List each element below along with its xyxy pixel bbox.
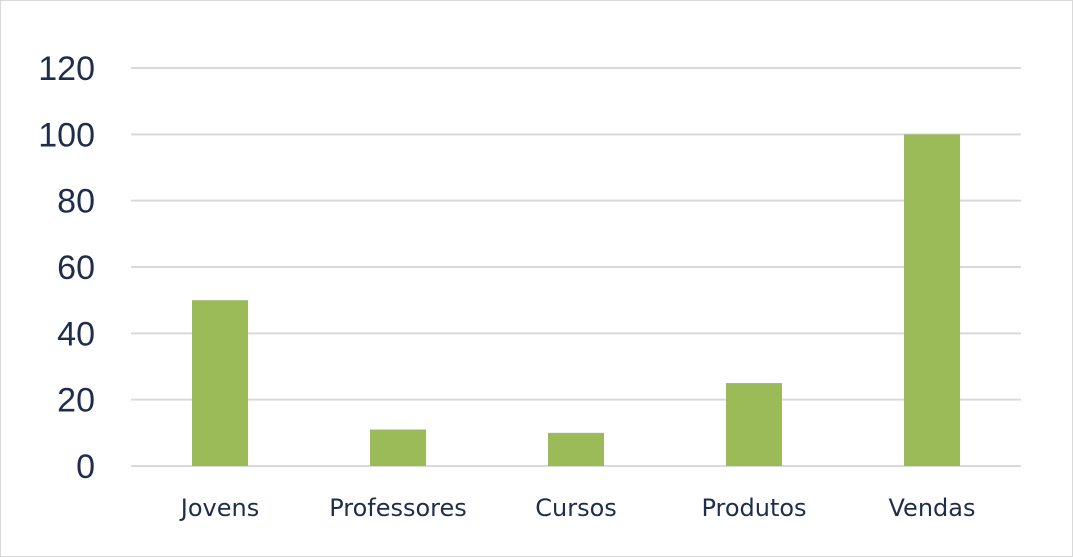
y-tick-label: 60 — [57, 249, 95, 287]
bars — [192, 134, 960, 467]
bar-cursos — [548, 432, 604, 466]
x-tick-label: Produtos — [701, 494, 806, 522]
y-tick-label: 120 — [38, 50, 95, 88]
bar-professores — [370, 429, 426, 466]
grid-lines — [131, 67, 1021, 467]
bar-jovens — [192, 300, 248, 466]
bar-vendas — [904, 134, 960, 467]
y-tick-label: 80 — [57, 183, 95, 221]
y-axis-ticks: 0 20 40 60 80 100 120 — [38, 50, 95, 486]
bar-produtos — [726, 383, 782, 466]
y-tick-label: 20 — [57, 382, 95, 420]
y-tick-label: 40 — [57, 315, 95, 353]
x-tick-label: Professores — [329, 494, 467, 522]
y-tick-label: 0 — [76, 448, 95, 486]
x-tick-label: Jovens — [179, 494, 259, 522]
y-tick-label: 100 — [38, 116, 95, 154]
x-axis-ticks: Jovens Professores Cursos Produtos Vendas — [179, 494, 976, 522]
x-tick-label: Vendas — [889, 494, 976, 522]
x-tick-label: Cursos — [535, 494, 617, 522]
